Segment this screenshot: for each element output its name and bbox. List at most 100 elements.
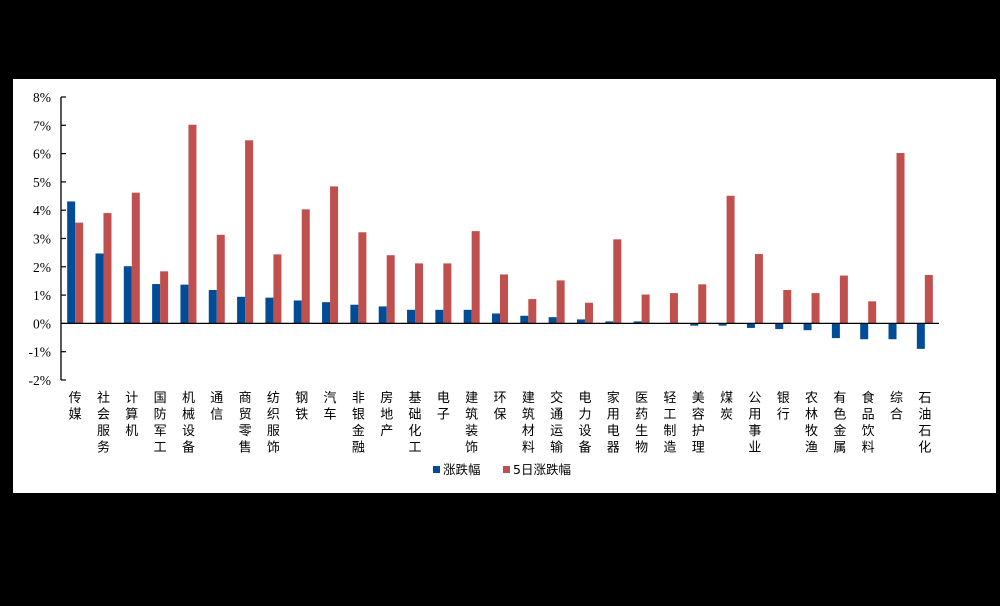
svg-text:通: 通 <box>210 391 223 406</box>
category-group <box>208 234 225 324</box>
svg-text:础: 础 <box>409 408 422 423</box>
svg-text:渔: 渔 <box>805 441 818 456</box>
svg-text:设: 设 <box>578 424 591 439</box>
bar-5day-change <box>641 294 650 324</box>
bar-5day-change <box>301 209 310 324</box>
svg-text:力: 力 <box>578 408 591 423</box>
bar-daily-change <box>293 300 302 324</box>
category-group <box>576 302 593 324</box>
svg-text:医: 医 <box>635 391 648 406</box>
y-tick-label: 4% <box>33 203 51 218</box>
legend-swatch <box>503 466 510 473</box>
bar-daily-change <box>690 323 699 326</box>
bar-5day-change <box>415 263 424 324</box>
svg-text:传: 传 <box>69 391 82 406</box>
svg-text:装: 装 <box>465 424 478 439</box>
svg-text:造: 造 <box>663 441 676 456</box>
category-group <box>350 232 367 324</box>
svg-text:服: 服 <box>267 424 280 439</box>
svg-text:环: 环 <box>493 391 506 406</box>
svg-text:金: 金 <box>352 423 365 439</box>
category-group <box>888 153 905 340</box>
svg-text:媒: 媒 <box>69 408 82 423</box>
x-tick-label: 环保 <box>493 391 506 423</box>
chart-panel: -2% -1% 0% 1% 2% 3% 4% 5% 6% 7% 8% 传媒社会服务计算机国防军工机械… <box>13 79 996 493</box>
svg-text:筑: 筑 <box>522 407 535 423</box>
svg-text:容: 容 <box>692 407 705 423</box>
svg-text:家: 家 <box>607 390 620 406</box>
x-tick-label: 房地产 <box>380 390 393 439</box>
x-tick-label: 钢铁 <box>295 391 308 423</box>
x-tick-label: 综合 <box>890 391 903 423</box>
category-group <box>548 280 565 324</box>
svg-text:用: 用 <box>607 408 620 423</box>
legend-label: 5日涨跌幅 <box>513 462 571 477</box>
bar-5day-change <box>698 284 707 324</box>
svg-text:筑: 筑 <box>465 407 478 423</box>
bar-daily-change <box>378 306 387 324</box>
svg-text:备: 备 <box>578 440 591 456</box>
bar-daily-change <box>718 323 727 326</box>
bar-daily-change <box>746 323 755 328</box>
bar-5day-change <box>386 255 395 324</box>
svg-text:林: 林 <box>805 408 818 423</box>
y-tick-label: 3% <box>33 232 51 247</box>
svg-text:农: 农 <box>805 391 818 406</box>
svg-text:钢: 钢 <box>295 391 308 406</box>
svg-text:美: 美 <box>692 391 705 406</box>
bar-5day-change <box>131 192 140 324</box>
bar-daily-change <box>803 323 812 331</box>
bar-daily-change <box>407 309 416 324</box>
svg-text:有: 有 <box>833 391 846 406</box>
svg-text:护: 护 <box>692 424 705 439</box>
bar-daily-change <box>520 315 529 324</box>
bar-daily-change <box>350 304 359 324</box>
category-group <box>520 299 537 324</box>
svg-text:合: 合 <box>890 408 903 423</box>
category-group <box>237 140 254 324</box>
svg-text:事: 事 <box>748 424 761 439</box>
svg-text:建: 建 <box>522 391 535 406</box>
y-tick-label: -1% <box>29 345 52 360</box>
y-tick-label: 6% <box>33 147 51 162</box>
svg-text:材: 材 <box>522 424 535 439</box>
bar-daily-change <box>265 297 274 324</box>
svg-text:售: 售 <box>239 440 252 456</box>
svg-text:药: 药 <box>635 408 648 423</box>
category-group <box>95 213 112 324</box>
svg-text:子: 子 <box>437 408 450 423</box>
svg-text:商: 商 <box>239 391 252 406</box>
category-group <box>775 290 792 330</box>
category-group <box>492 274 508 324</box>
category-group <box>180 124 197 324</box>
svg-text:牧: 牧 <box>805 424 818 439</box>
svg-text:运: 运 <box>550 424 563 439</box>
svg-text:备: 备 <box>182 440 195 456</box>
bar-5day-change <box>584 302 593 324</box>
svg-text:汽: 汽 <box>324 391 337 406</box>
bar-5day-change <box>613 239 622 324</box>
bar-5day-change <box>273 254 282 324</box>
bar-5day-change <box>500 274 508 324</box>
svg-text:军: 军 <box>154 424 167 439</box>
svg-text:信: 信 <box>210 408 223 423</box>
x-tick-label: 通信 <box>210 391 223 423</box>
bar-5day-change <box>811 293 820 324</box>
chart-legend: 涨跌幅 5日涨跌幅 <box>433 462 571 477</box>
y-tick-label: -2% <box>29 373 52 388</box>
svg-text:综: 综 <box>890 391 903 406</box>
svg-text:计: 计 <box>125 391 138 406</box>
category-group <box>718 195 735 326</box>
y-tick-label: 8% <box>33 90 51 105</box>
svg-text:银: 银 <box>352 408 365 423</box>
svg-text:石: 石 <box>918 391 931 406</box>
bar-5day-change <box>160 271 169 324</box>
svg-text:车: 车 <box>324 407 337 423</box>
y-tick-label: 0% <box>33 316 51 331</box>
svg-text:业: 业 <box>748 441 761 456</box>
